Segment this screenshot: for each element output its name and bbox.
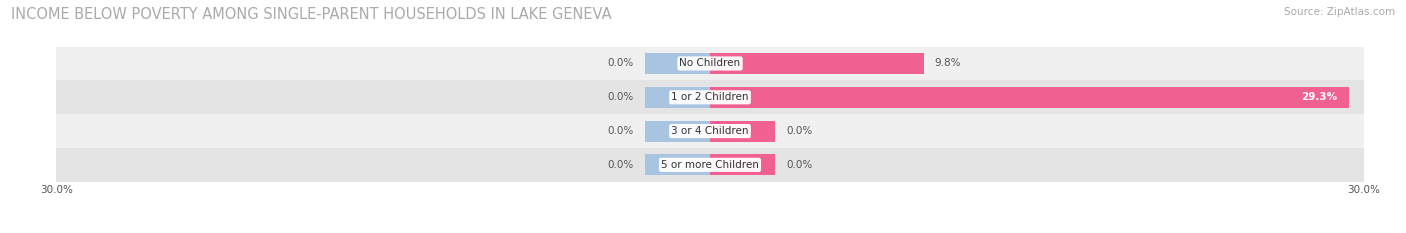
Text: 5 or more Children: 5 or more Children xyxy=(661,160,759,170)
Text: 0.0%: 0.0% xyxy=(607,58,634,69)
Text: 0.0%: 0.0% xyxy=(786,160,813,170)
Bar xyxy=(644,154,710,175)
Text: 3 or 4 Children: 3 or 4 Children xyxy=(671,126,749,136)
Bar xyxy=(644,87,710,108)
Text: 0.0%: 0.0% xyxy=(607,92,634,102)
Bar xyxy=(710,154,776,175)
Bar xyxy=(710,87,1348,108)
Text: Source: ZipAtlas.com: Source: ZipAtlas.com xyxy=(1284,7,1395,17)
Text: 0.0%: 0.0% xyxy=(786,126,813,136)
Bar xyxy=(710,121,776,141)
Bar xyxy=(56,47,1364,80)
Text: 9.8%: 9.8% xyxy=(935,58,960,69)
Bar xyxy=(56,114,1364,148)
Bar xyxy=(710,53,924,74)
Text: 0.0%: 0.0% xyxy=(607,126,634,136)
Bar xyxy=(56,148,1364,182)
Text: 0.0%: 0.0% xyxy=(607,160,634,170)
Text: No Children: No Children xyxy=(679,58,741,69)
Bar xyxy=(56,80,1364,114)
Text: INCOME BELOW POVERTY AMONG SINGLE-PARENT HOUSEHOLDS IN LAKE GENEVA: INCOME BELOW POVERTY AMONG SINGLE-PARENT… xyxy=(11,7,612,22)
Text: 1 or 2 Children: 1 or 2 Children xyxy=(671,92,749,102)
Bar xyxy=(644,53,710,74)
Text: 29.3%: 29.3% xyxy=(1302,92,1337,102)
Bar xyxy=(644,121,710,141)
